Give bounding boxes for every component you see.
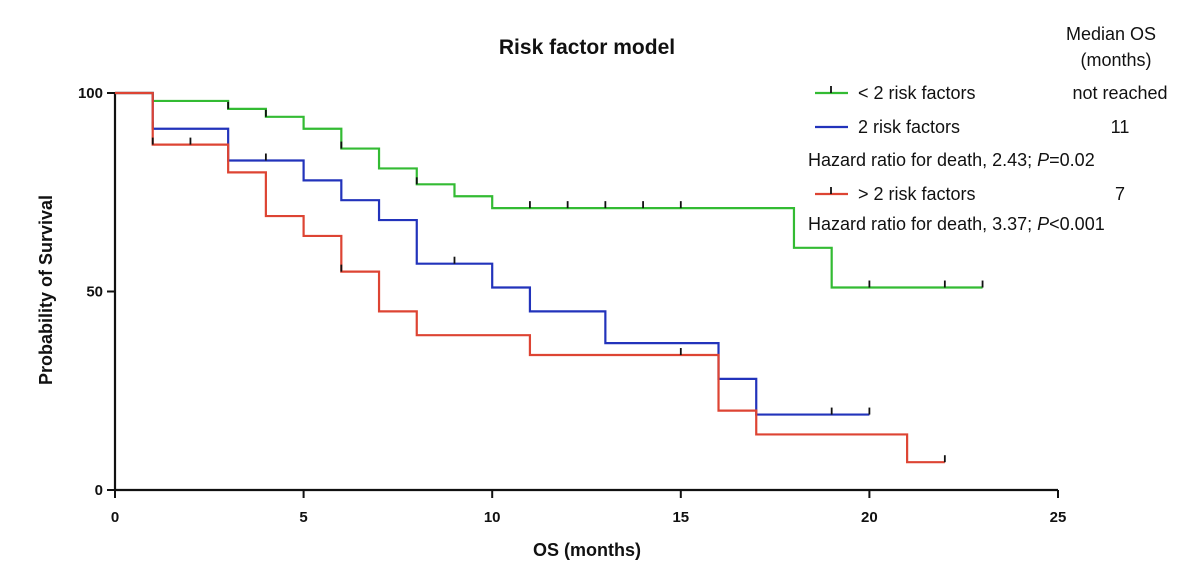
x-tick-label: 5	[299, 509, 307, 526]
legend-header-line1: Median OS	[1066, 24, 1156, 44]
x-ticks: 0 5 10 15 20 25	[111, 490, 1067, 526]
x-tick-label: 0	[111, 509, 119, 526]
y-ticks: 0 50 100	[78, 85, 115, 499]
x-tick-label: 20	[861, 509, 878, 526]
legend-item-gt2: > 2 risk factors 7 Hazard ratio for deat…	[808, 184, 1125, 234]
legend-label-lt2: < 2 risk factors	[858, 83, 976, 103]
chart-title: Risk factor model	[499, 36, 675, 59]
legend-item-2: 2 risk factors 11 Hazard ratio for death…	[808, 117, 1129, 170]
series-line-gt2	[115, 91, 945, 464]
hazard-note-2: Hazard ratio for death, 2.43; P=0.02	[808, 150, 1095, 170]
series-line-lt2	[115, 91, 983, 289]
series-line-2	[115, 91, 870, 416]
median-os-lt2: not reached	[1072, 83, 1167, 103]
legend-label-gt2: > 2 risk factors	[858, 184, 976, 204]
x-axis-label: OS (months)	[533, 540, 641, 560]
y-tick-label: 100	[78, 85, 103, 102]
series-layer	[115, 91, 984, 464]
median-os-gt2: 7	[1115, 184, 1125, 204]
y-tick-label: 0	[95, 482, 103, 499]
legend: Median OS (months) < 2 risk factors not …	[808, 24, 1168, 234]
legend-label-2: 2 risk factors	[858, 117, 960, 137]
median-os-2: 11	[1111, 117, 1130, 137]
hazard-note-gt2: Hazard ratio for death, 3.37; P<0.001	[808, 214, 1105, 234]
legend-item-lt2: < 2 risk factors not reached	[815, 83, 1168, 103]
y-axis-label: Probability of Survival	[36, 195, 56, 385]
y-tick-label: 50	[86, 284, 103, 301]
x-tick-label: 15	[672, 509, 689, 526]
legend-header-line2: (months)	[1080, 50, 1151, 70]
x-tick-label: 10	[484, 509, 501, 526]
x-tick-label: 25	[1050, 509, 1067, 526]
